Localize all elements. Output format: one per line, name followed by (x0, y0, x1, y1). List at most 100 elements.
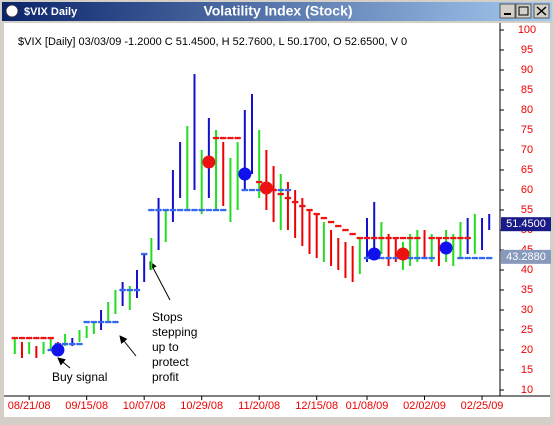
stop-dot (432, 256, 436, 260)
stop-dot (394, 236, 398, 240)
stop-dot (286, 196, 290, 200)
stop-dot (329, 220, 333, 224)
stop-dot (80, 342, 83, 346)
stop-dot (130, 288, 134, 292)
y-tick-label: 60 (521, 184, 533, 196)
x-tick-label: 02/02/09 (403, 400, 446, 412)
y-tick-label: 35 (521, 284, 533, 296)
stop-dot (446, 236, 450, 240)
stop-dot (310, 208, 313, 212)
stop-dot (418, 256, 421, 260)
last-value-label: 51.4500 (506, 218, 546, 230)
stop-dot (101, 320, 105, 324)
stop-dot (327, 220, 331, 224)
stop-dot (150, 208, 153, 212)
stop-dot (322, 216, 326, 220)
stop-dot (324, 216, 328, 220)
y-tick-label: 55 (521, 204, 533, 216)
stop-dot (344, 228, 347, 232)
x-tick-label: 01/08/09 (346, 400, 389, 412)
chart-pane (4, 23, 550, 417)
stop-dot (70, 342, 74, 346)
stop-dot (306, 208, 309, 212)
stop-dot (205, 208, 209, 212)
stop-dot (272, 188, 275, 192)
stop-dot (195, 208, 198, 212)
stop-dot (137, 288, 141, 292)
stop-dot (119, 288, 122, 292)
stop-dot (97, 320, 101, 324)
stop-dot (221, 136, 225, 140)
stop-dot (257, 188, 261, 192)
annotation-arrow (119, 335, 137, 357)
y-tick-label: 85 (521, 84, 533, 96)
stop-dot (94, 320, 98, 324)
stop-dot (99, 320, 103, 324)
y-tick-label: 30 (521, 304, 533, 316)
stop-dot (457, 256, 460, 260)
stop-dot (389, 256, 392, 260)
stop-dot (428, 256, 432, 260)
stop-dot (212, 208, 216, 212)
x-tick-label: 10/29/08 (180, 400, 223, 412)
stop-dot (387, 236, 390, 240)
stop-dot (184, 208, 187, 212)
stop-dot (63, 342, 67, 346)
stop-dot (65, 342, 69, 346)
chart-title: Volatility Index (Stock) (203, 3, 352, 19)
stop-dot (367, 236, 371, 240)
stop-dot (216, 208, 220, 212)
stop-dot (227, 136, 230, 140)
stop-dot (468, 236, 471, 240)
stop-dot (457, 236, 460, 240)
stop-dot (112, 320, 115, 324)
stop-dot (317, 212, 320, 216)
stop-dot (279, 188, 283, 192)
stop-dot (114, 320, 117, 324)
stop-dot (198, 208, 201, 212)
stop-dot (214, 136, 218, 140)
stop-dot (29, 336, 33, 340)
buy-signal (439, 241, 453, 255)
stop-dot (428, 236, 432, 240)
stop-dot (123, 288, 126, 292)
stop-dot (461, 256, 464, 260)
y-tick-label: 10 (521, 384, 533, 396)
stop-dot (238, 136, 241, 140)
stop-dot (414, 236, 417, 240)
sell-signal (396, 247, 410, 261)
buy-signal (367, 247, 381, 261)
stop-dot (47, 336, 51, 340)
stop-dot (142, 252, 146, 256)
stop-dot (22, 336, 26, 340)
stop-dot (72, 342, 76, 346)
stop-dot (358, 236, 362, 240)
stop-dot (76, 342, 79, 346)
y-tick-label: 15 (521, 364, 533, 376)
stop-dot (176, 208, 180, 212)
stop-dot (392, 236, 396, 240)
stop-dot (449, 236, 453, 240)
maximize-button[interactable] (515, 3, 532, 19)
buy-annotation: Buy signal (52, 370, 107, 384)
stop-dot (380, 236, 383, 240)
y-tick-label: 20 (521, 344, 533, 356)
stop-dot (49, 336, 53, 340)
minimize-button[interactable] (499, 3, 516, 19)
y-tick-label: 90 (521, 64, 533, 76)
stop-dot (51, 336, 55, 340)
stop-dot (315, 212, 318, 216)
stop-dot (351, 232, 354, 236)
stop-dot (116, 320, 119, 324)
stop-dot (281, 188, 285, 192)
stop-dot (478, 256, 482, 260)
buy-signal (238, 167, 252, 181)
stop-dot (473, 256, 477, 260)
stop-dot (128, 288, 132, 292)
stop-dot (320, 216, 324, 220)
stop-dot (430, 236, 434, 240)
last-value-label: 43.2880 (506, 251, 546, 263)
stop-dot (301, 204, 304, 208)
stop-dot (140, 252, 144, 256)
